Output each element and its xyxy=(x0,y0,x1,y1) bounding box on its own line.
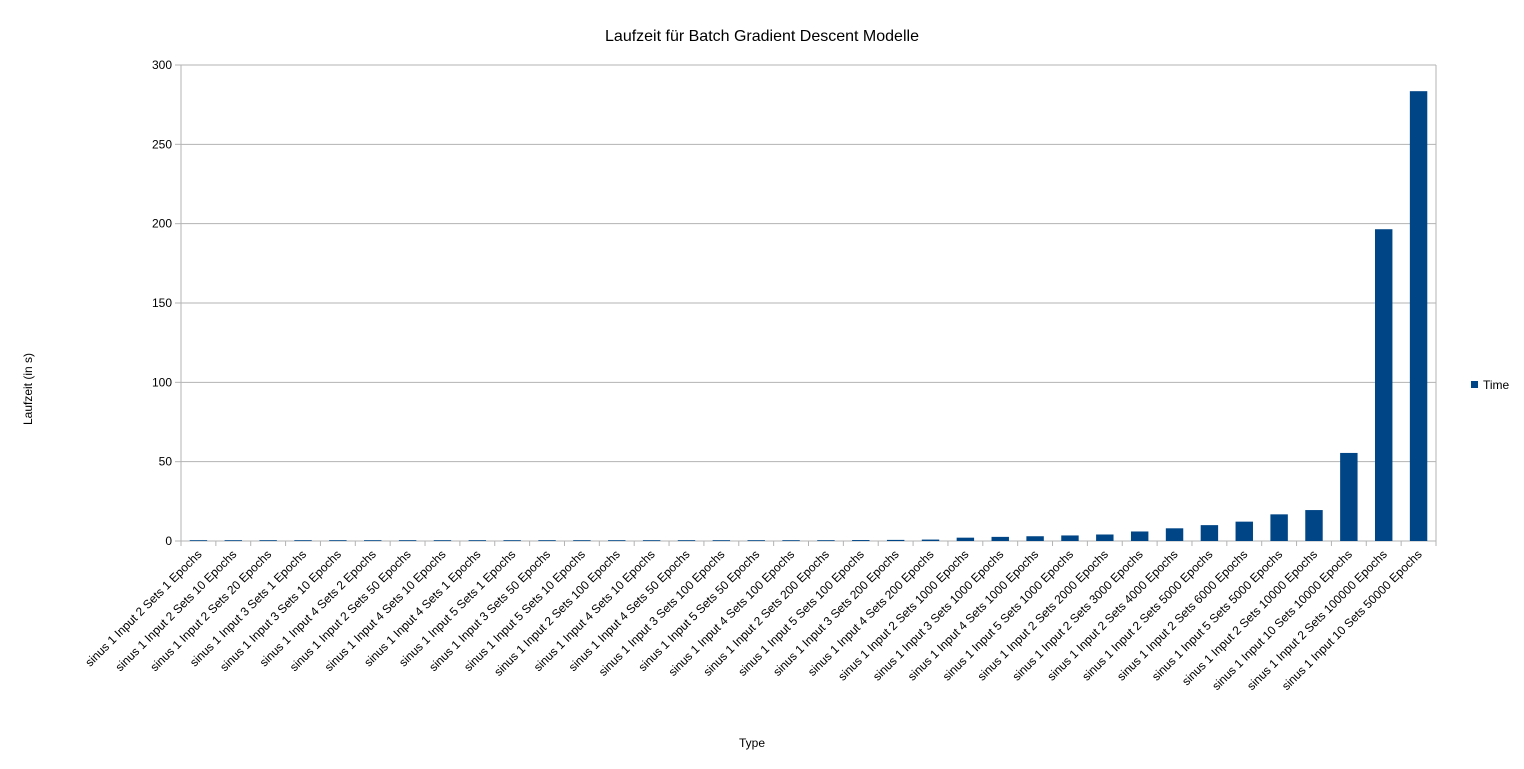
bar xyxy=(886,539,905,541)
bar xyxy=(712,540,731,541)
bar xyxy=(189,540,208,541)
bar xyxy=(538,540,556,541)
bar xyxy=(1096,534,1114,541)
bar xyxy=(1165,528,1184,541)
bar xyxy=(1061,535,1079,541)
bar xyxy=(1409,91,1428,542)
bar xyxy=(608,540,626,541)
legend-swatch xyxy=(1471,381,1478,388)
bar xyxy=(503,540,521,541)
bar xyxy=(1374,229,1393,541)
y-axis-label: Laufzeit (in s) xyxy=(21,353,35,425)
bar xyxy=(364,540,382,541)
legend-label: Time xyxy=(1483,378,1510,392)
bar xyxy=(1270,514,1288,541)
y-tick-label: 150 xyxy=(152,296,172,310)
y-tick-label: 100 xyxy=(152,375,172,389)
bar xyxy=(1235,521,1253,541)
bar xyxy=(329,540,347,541)
bar xyxy=(782,540,800,541)
y-tick-label: 50 xyxy=(159,455,173,469)
bar xyxy=(852,540,870,541)
bar xyxy=(1200,525,1219,541)
bar xyxy=(433,540,452,541)
bar xyxy=(1130,531,1149,541)
bar xyxy=(398,540,417,541)
bars xyxy=(189,91,1428,542)
y-tick-label: 300 xyxy=(152,58,172,72)
bar xyxy=(747,540,765,541)
bar xyxy=(224,540,243,541)
y-tick-label: 0 xyxy=(165,534,172,548)
chart-title: Laufzeit für Batch Gradient Descent Mode… xyxy=(605,28,919,45)
bar xyxy=(468,540,487,541)
bar xyxy=(677,540,696,541)
bar xyxy=(817,540,835,541)
y-tick-label: 200 xyxy=(152,217,172,231)
bar xyxy=(991,536,1009,541)
legend: Time xyxy=(1471,378,1510,392)
bar xyxy=(921,539,940,541)
bar xyxy=(573,540,591,541)
y-tick-labels: 0 50 100 150 200 250 300 xyxy=(152,58,172,548)
y-tick-label: 250 xyxy=(152,137,172,151)
bar xyxy=(294,540,312,541)
bar xyxy=(956,537,975,541)
bar xyxy=(1026,536,1044,541)
bar xyxy=(259,540,277,541)
x-axis-label: Type xyxy=(739,736,765,750)
bar xyxy=(1340,452,1358,541)
bar xyxy=(1305,510,1323,541)
bar xyxy=(642,540,661,541)
gridlines xyxy=(175,64,1437,546)
